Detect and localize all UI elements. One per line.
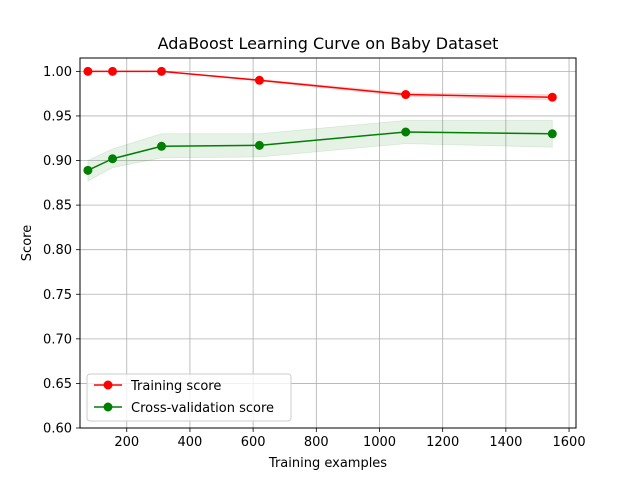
y-tick-label: 0.95 — [43, 109, 72, 124]
legend-marker-cross-validation — [103, 402, 113, 412]
y-tick-label: 0.60 — [43, 422, 72, 437]
legend-label-training: Training score — [130, 379, 221, 394]
y-axis-label: Score — [20, 225, 35, 261]
y-tick-label: 0.70 — [43, 332, 72, 347]
cross-validation-band — [87, 120, 553, 182]
cross-validation-point — [547, 129, 557, 139]
x-tick-label: 1600 — [553, 435, 586, 450]
y-tick-label: 1.00 — [43, 65, 72, 80]
x-tick-label: 1000 — [363, 435, 396, 450]
legend-marker-training — [103, 380, 113, 390]
cross-validation-point — [108, 154, 118, 164]
x-tick-label: 1400 — [489, 435, 522, 450]
cross-validation-point — [157, 141, 167, 151]
x-tick-label: 400 — [178, 435, 203, 450]
training-point — [83, 66, 93, 76]
legend-box — [86, 373, 292, 422]
training-point — [108, 66, 118, 76]
x-tick-label: 600 — [241, 435, 266, 450]
y-tick-label: 0.65 — [43, 377, 72, 392]
chart-title: AdaBoost Learning Curve on Baby Dataset — [158, 34, 499, 53]
training-point — [401, 90, 411, 100]
series-lines — [83, 66, 557, 175]
x-tick-label: 1200 — [426, 435, 459, 450]
training-point — [547, 92, 557, 102]
training-point — [157, 66, 167, 76]
cross-validation-point — [83, 165, 93, 175]
training-point — [254, 75, 264, 85]
y-tick-label: 0.90 — [43, 154, 72, 169]
y-tick-label: 0.80 — [43, 243, 72, 258]
legend: Training score Cross-validation score — [86, 373, 292, 422]
x-tick-label: 800 — [304, 435, 329, 450]
axis-ticks: 200 400 600 800 1000 1200 1400 1600 0.60 0.65 0.70… — [43, 65, 586, 450]
x-tick-label: 200 — [114, 435, 139, 450]
plot-frame — [79, 57, 577, 429]
legend-label-cross-validation: Cross-validation score — [131, 401, 274, 416]
cross-validation-point — [401, 127, 411, 137]
y-tick-label: 0.75 — [43, 288, 72, 303]
cross-validation-line — [87, 131, 553, 172]
y-tick-label: 0.85 — [43, 199, 72, 214]
cross-validation-point — [254, 140, 264, 150]
x-axis-label: Training examples — [268, 456, 387, 471]
